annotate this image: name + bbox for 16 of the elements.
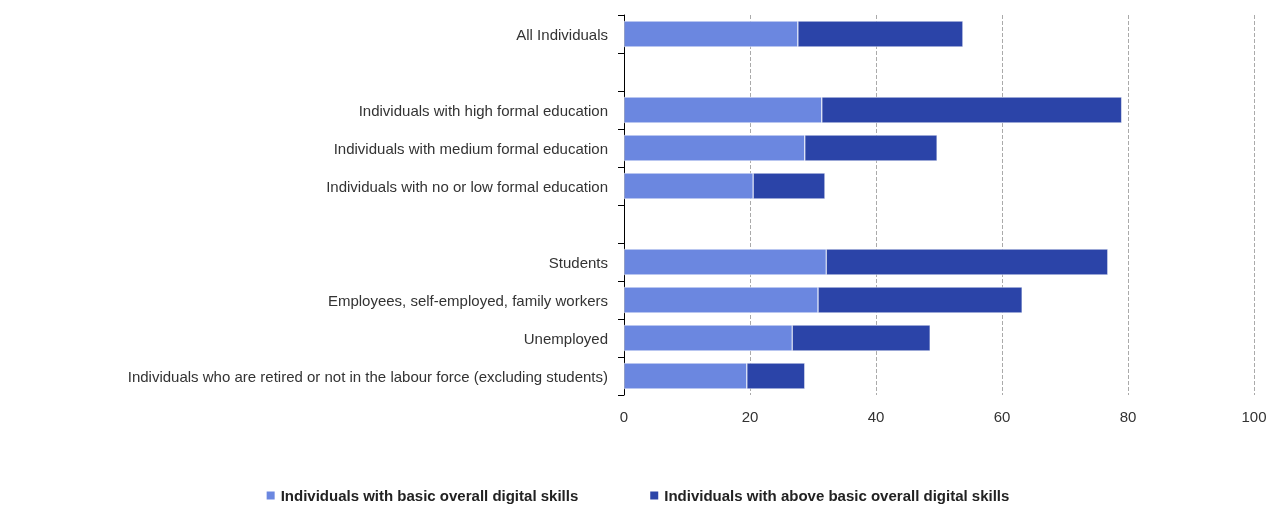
x-tick-label: 20 <box>741 408 759 425</box>
x-tick-label: 0 <box>619 408 629 425</box>
x-tick-label: 80 <box>1119 408 1137 425</box>
y-tick-label: Individuals with no or low formal education <box>326 177 608 195</box>
legend-label: Individuals with basic overall digital skills <box>280 487 579 504</box>
y-tick-label: Unemployed <box>523 329 608 347</box>
y-tick-label: All Individuals <box>516 25 608 43</box>
y-tick-label: Individuals with high formal education <box>358 101 608 119</box>
x-tick-label: 100 <box>1241 408 1267 425</box>
y-tick-label: Individuals with medium formal education <box>333 139 608 157</box>
y-tick-label: Students <box>548 253 608 271</box>
y-tick-label: Individuals who are retired or not in the labour force (excluding students) <box>127 367 608 385</box>
legend-label: Individuals with above basic overall digital skills <box>664 487 1010 504</box>
x-tick-label: 60 <box>993 408 1011 425</box>
x-tick-label: 40 <box>867 408 885 425</box>
y-tick-label: Employees, self-employed, family workers <box>327 291 608 309</box>
